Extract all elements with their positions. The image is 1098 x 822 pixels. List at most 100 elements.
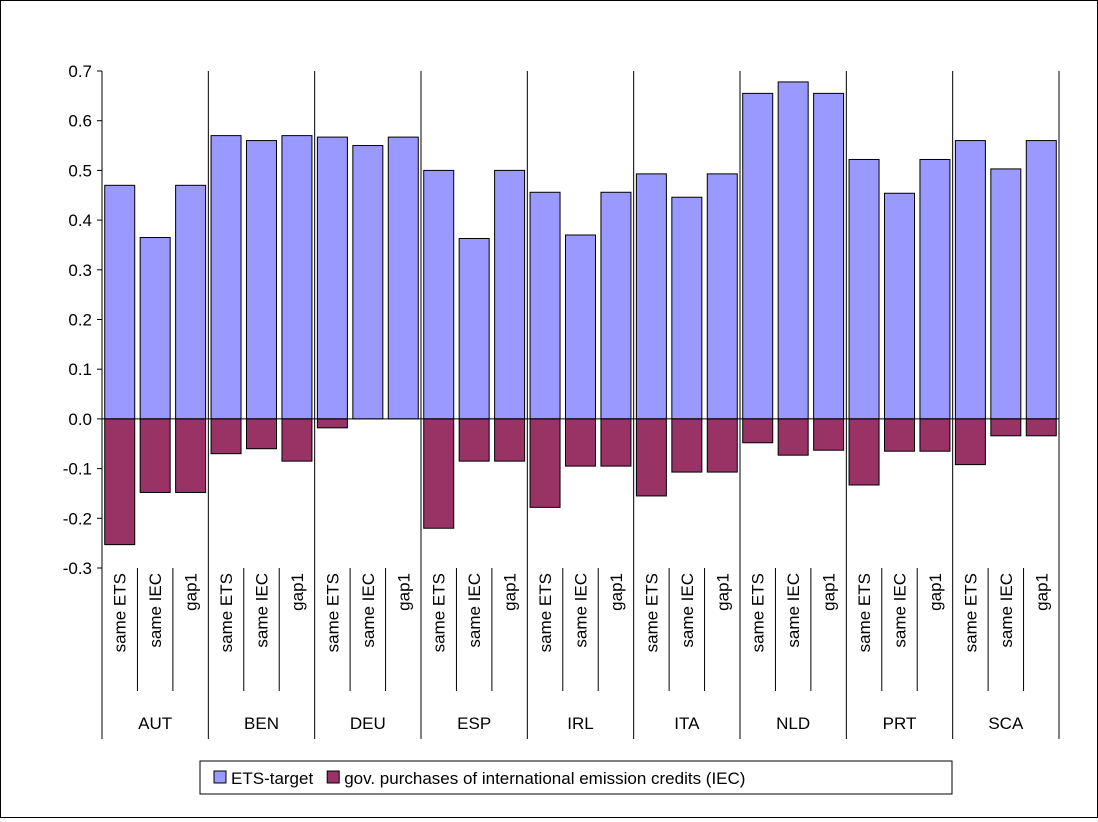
y-tick-label: 0.0 bbox=[68, 410, 92, 429]
subcategory-label: same ETS bbox=[749, 573, 768, 652]
bar-ets-target bbox=[600, 191, 632, 420]
subcategory-label: same IEC bbox=[572, 573, 591, 648]
subcategory-label: same IEC bbox=[997, 573, 1016, 648]
subcategory-label: gap1 bbox=[288, 573, 307, 611]
subcategory-label: same IEC bbox=[465, 573, 484, 648]
subcategory-label: same IEC bbox=[891, 573, 910, 648]
bar-gov-purchases-iec bbox=[671, 418, 703, 473]
bar-ets-target bbox=[458, 237, 490, 420]
bar-gov-purchases-iec bbox=[813, 418, 845, 451]
subcategory-label: gap1 bbox=[820, 573, 839, 611]
group-label: IRL bbox=[567, 714, 593, 733]
bar-ets-target bbox=[387, 136, 419, 420]
bar-gov-purchases-iec bbox=[458, 418, 490, 462]
bar-gov-purchases-iec bbox=[423, 418, 455, 529]
bar-ets-target bbox=[423, 169, 455, 420]
bar-gov-purchases-iec bbox=[565, 418, 596, 467]
subcategory-label: same ETS bbox=[217, 573, 236, 652]
subcategory-label: gap1 bbox=[1032, 573, 1051, 611]
subcategory-label: same IEC bbox=[253, 573, 272, 648]
subcategory-label: gap1 bbox=[182, 573, 201, 611]
bar-ets-target bbox=[706, 173, 738, 420]
y-tick-label: -0.1 bbox=[63, 460, 92, 479]
bar-ets-target bbox=[494, 169, 526, 420]
bar-ets-target bbox=[529, 191, 561, 420]
subcategory-label: same ETS bbox=[536, 573, 555, 652]
subcategory-label: gap1 bbox=[394, 573, 413, 611]
bar-gov-purchases-iec bbox=[175, 418, 207, 493]
bar-ets-target bbox=[777, 81, 809, 420]
subcategory-label: gap1 bbox=[926, 573, 945, 611]
group-label: ESP bbox=[457, 714, 491, 733]
y-tick-label: 0.2 bbox=[68, 311, 92, 330]
bar-gov-purchases-iec bbox=[246, 418, 277, 450]
bar-gov-purchases-iec bbox=[139, 418, 171, 493]
bar-ets-target bbox=[139, 236, 171, 420]
y-tick-label: 0.3 bbox=[68, 261, 92, 280]
bar-ets-target bbox=[1025, 140, 1057, 420]
bar-ets-target bbox=[352, 145, 384, 420]
bar-ets-target bbox=[281, 135, 313, 420]
bar-gov-purchases-iec bbox=[954, 418, 986, 466]
subcategory-label: same ETS bbox=[642, 573, 661, 652]
bar-gov-purchases-iec bbox=[706, 418, 738, 473]
subcategory-label: same IEC bbox=[784, 573, 803, 648]
bar-gov-purchases-iec bbox=[848, 418, 880, 486]
bar-ets-target bbox=[848, 158, 880, 420]
y-tick-label: 0.5 bbox=[68, 161, 92, 180]
subcategory-label: same ETS bbox=[961, 573, 980, 652]
bar-ets-target bbox=[813, 92, 845, 420]
subcategory-label: same ETS bbox=[430, 573, 449, 652]
legend-swatch-ets-target bbox=[213, 770, 227, 784]
subcategory-label: gap1 bbox=[607, 573, 626, 611]
bar-ets-target bbox=[954, 140, 986, 420]
bar-gov-purchases-iec bbox=[281, 418, 313, 462]
y-tick-label: 0.7 bbox=[68, 62, 92, 81]
bar-ets-target bbox=[635, 173, 667, 420]
bar-ets-target bbox=[671, 196, 703, 420]
bar-ets-target bbox=[884, 192, 915, 420]
bar-gov-purchases-iec bbox=[316, 418, 348, 429]
bar-ets-target bbox=[990, 168, 1022, 420]
subcategory-label: same IEC bbox=[146, 573, 165, 648]
y-tick-label: -0.2 bbox=[63, 509, 92, 528]
group-label: SCA bbox=[988, 714, 1024, 733]
y-tick-label: 0.1 bbox=[68, 360, 92, 379]
y-tick-label: -0.3 bbox=[63, 559, 92, 578]
legend-swatch-gov-purchases-iec bbox=[326, 770, 340, 784]
bar-gov-purchases-iec bbox=[990, 418, 1022, 437]
subcategory-label: same ETS bbox=[323, 573, 342, 652]
bar-ets-target bbox=[742, 92, 774, 420]
bar-gov-purchases-iec bbox=[494, 418, 526, 462]
y-tick-label: 0.4 bbox=[68, 211, 92, 230]
group-label: DEU bbox=[350, 714, 386, 733]
y-tick-label: 0.6 bbox=[68, 112, 92, 131]
bar-gov-purchases-iec bbox=[1025, 418, 1057, 437]
bar-ets-target bbox=[104, 184, 136, 420]
legend-label-ets-target: ETS-target bbox=[231, 769, 313, 788]
bar-ets-target bbox=[246, 140, 277, 420]
bar-gov-purchases-iec bbox=[600, 418, 632, 467]
group-label: PRT bbox=[883, 714, 917, 733]
bar-gov-purchases-iec bbox=[104, 418, 136, 546]
subcategory-label: same ETS bbox=[855, 573, 874, 652]
bar-ets-target bbox=[175, 184, 207, 420]
bar-gov-purchases-iec bbox=[742, 418, 774, 444]
subcategory-label: gap1 bbox=[713, 573, 732, 611]
group-label: NLD bbox=[776, 714, 810, 733]
subcategory-label: same IEC bbox=[359, 573, 378, 648]
bar-gov-purchases-iec bbox=[777, 418, 809, 456]
bar-ets-target bbox=[565, 234, 596, 420]
subcategory-label: same ETS bbox=[111, 573, 130, 652]
bar-ets-target bbox=[210, 135, 242, 420]
group-label: BEN bbox=[244, 714, 279, 733]
group-label: ITA bbox=[674, 714, 700, 733]
bar-gov-purchases-iec bbox=[210, 418, 242, 455]
bar-gov-purchases-iec bbox=[635, 418, 667, 497]
bar-gov-purchases-iec bbox=[884, 418, 915, 452]
subcategory-label: gap1 bbox=[501, 573, 520, 611]
legend-label-gov-purchases-iec: gov. purchases of international emission… bbox=[344, 769, 745, 788]
bar-ets-target bbox=[316, 136, 348, 420]
